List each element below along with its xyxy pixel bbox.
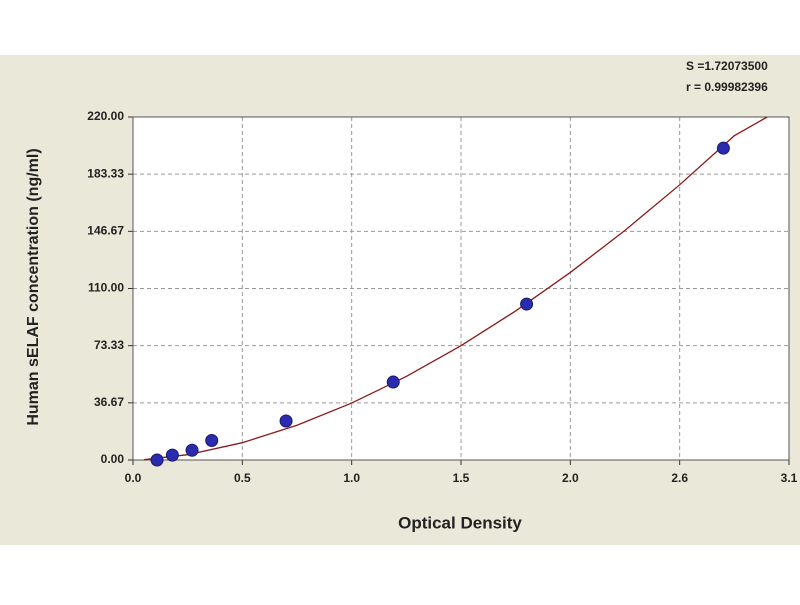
y-axis-label: Human sELAF concentration (ng/ml) — [25, 148, 42, 425]
data-point — [150, 453, 164, 467]
annotation: r = 0.99982396 — [686, 80, 768, 94]
data-point — [165, 448, 179, 462]
y-tick-label: 183.33 — [87, 166, 124, 180]
data-point — [716, 141, 730, 155]
plot-border — [132, 116, 790, 461]
x-tick-label: 0.5 — [234, 471, 251, 485]
y-tick-label: 0.00 — [101, 452, 125, 466]
x-tick-label: 3.1 — [781, 471, 798, 485]
x-axis-label: Optical Density — [398, 513, 522, 532]
x-tick-label: 0.0 — [125, 471, 142, 485]
data-point — [205, 434, 219, 448]
x-tick-label: 1.0 — [343, 471, 360, 485]
x-tick-label: 2.6 — [671, 471, 688, 485]
x-tick-label: 2.0 — [562, 471, 579, 485]
x-tick-label: 1.5 — [453, 471, 470, 485]
data-point — [185, 443, 199, 457]
data-point — [279, 414, 293, 428]
y-tick-label: 220.00 — [87, 109, 124, 123]
fit-curve — [143, 116, 768, 461]
y-tick-label: 73.33 — [94, 338, 124, 352]
y-tick-label: 36.67 — [94, 395, 124, 409]
annotation: S =1.72073500 — [686, 59, 768, 73]
y-tick-label: 110.00 — [88, 281, 124, 295]
data-point — [520, 297, 534, 311]
data-point — [386, 375, 400, 389]
y-tick-label: 146.67 — [87, 224, 124, 238]
